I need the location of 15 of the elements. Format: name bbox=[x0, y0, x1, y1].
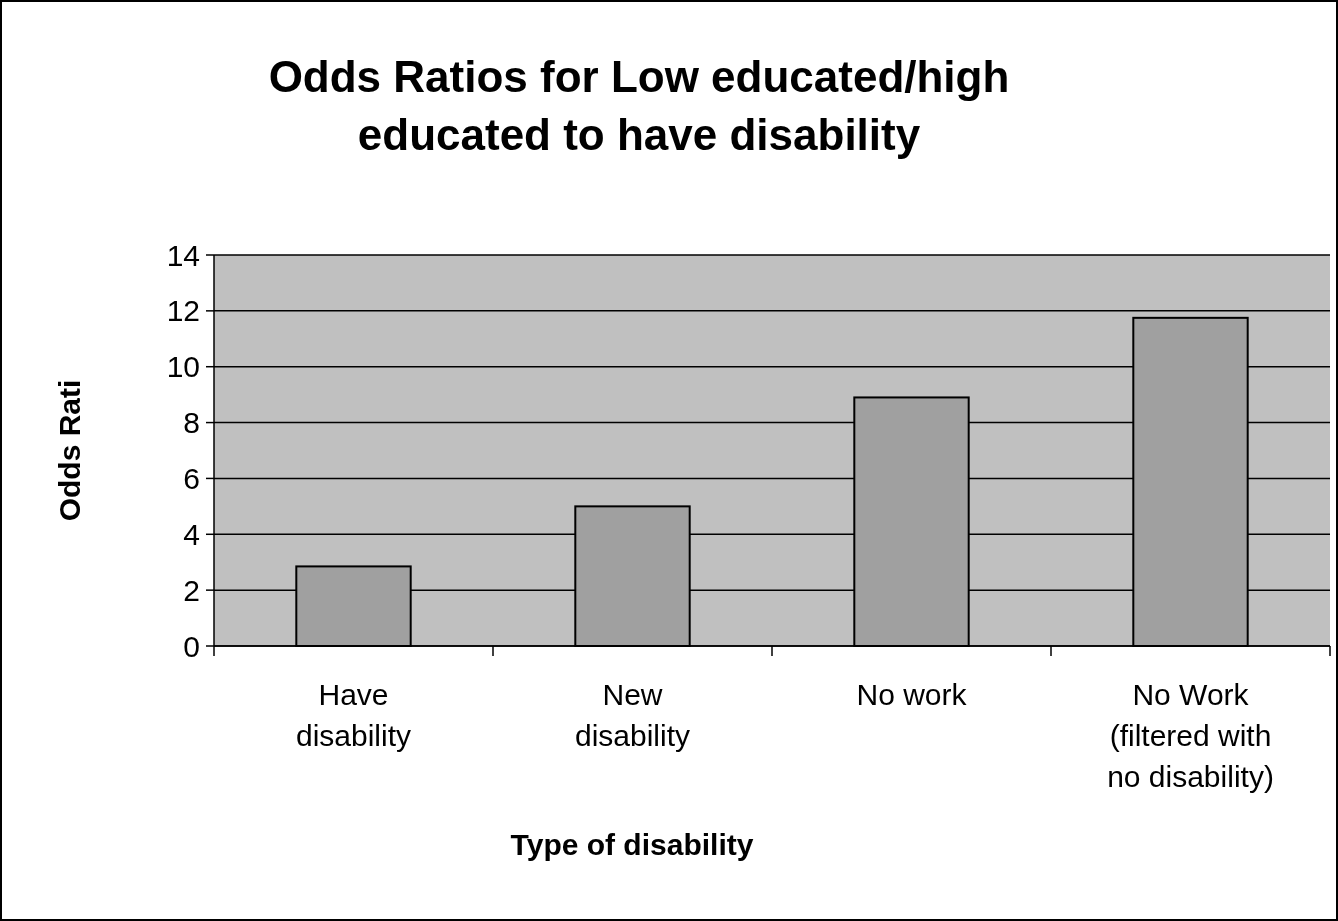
y-tick-label: 12 bbox=[166, 294, 200, 328]
y-tick-label: 4 bbox=[183, 517, 200, 551]
x-tick-label: New disability bbox=[574, 678, 691, 752]
y-tick-label: 8 bbox=[183, 406, 200, 440]
y-tick-label: 14 bbox=[166, 238, 200, 272]
x-tick-label: No Work (filtered with no disability) bbox=[1107, 678, 1274, 793]
y-axis-title: Odds Rati bbox=[53, 379, 86, 522]
y-tick-label: 6 bbox=[183, 461, 200, 495]
y-tick-label: 0 bbox=[183, 629, 200, 663]
x-tick-label: No work bbox=[856, 678, 968, 711]
y-tick-label: 10 bbox=[166, 350, 200, 384]
x-axis-title: Type of disability bbox=[510, 828, 754, 861]
y-tick-label: 2 bbox=[183, 573, 200, 607]
x-tick-label: Have disability bbox=[295, 678, 412, 752]
chart-title: Odds Ratios for Low educated/high educated to have disability bbox=[268, 52, 1010, 159]
